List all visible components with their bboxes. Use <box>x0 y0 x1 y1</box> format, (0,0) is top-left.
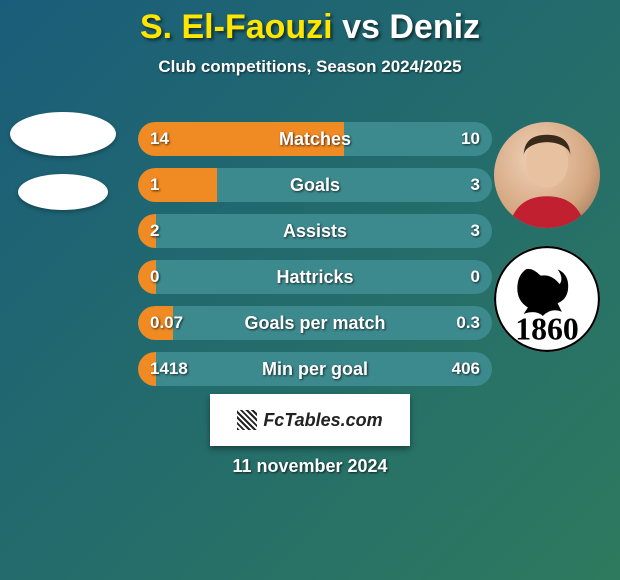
branding-text: FcTables.com <box>263 410 382 431</box>
stat-fill <box>138 306 173 340</box>
fctables-branding[interactable]: FcTables.com <box>210 394 410 446</box>
stat-fill <box>138 214 156 248</box>
stat-value-right: 0.3 <box>456 306 480 340</box>
stat-label: Goals per match <box>138 306 492 340</box>
left-badge-column <box>8 112 118 210</box>
stat-fill <box>138 352 156 386</box>
stat-fill <box>138 260 156 294</box>
title: S. El-Faouzi vs Deniz <box>0 8 620 47</box>
stat-label: Min per goal <box>138 352 492 386</box>
stat-row: 00Hattricks <box>138 260 492 294</box>
player2-club-badge: 1860 <box>494 246 600 352</box>
date-text: 11 november 2024 <box>0 456 620 477</box>
stat-label: Assists <box>138 214 492 248</box>
stat-value-right: 10 <box>461 122 480 156</box>
stat-row: 23Assists <box>138 214 492 248</box>
stat-row: 0.070.3Goals per match <box>138 306 492 340</box>
stat-value-right: 3 <box>471 214 480 248</box>
subtitle: Club competitions, Season 2024/2025 <box>0 57 620 77</box>
vs-text: vs <box>342 8 380 46</box>
lion-crest-icon: 1860 <box>494 246 600 352</box>
player2-avatar <box>494 122 600 228</box>
left-club-badge-1 <box>10 112 116 156</box>
stat-value-right: 3 <box>471 168 480 202</box>
player1-name: S. El-Faouzi <box>140 8 333 46</box>
right-badge-column: 1860 <box>492 122 602 352</box>
stat-fill <box>138 168 217 202</box>
stat-label: Hattricks <box>138 260 492 294</box>
stat-row: 1410Matches <box>138 122 492 156</box>
stat-row: 1418406Min per goal <box>138 352 492 386</box>
avatar-silhouette-icon <box>494 122 600 228</box>
player2-name: Deniz <box>389 8 480 46</box>
left-club-badge-2 <box>18 174 108 210</box>
stat-value-right: 0 <box>471 260 480 294</box>
comparison-card: S. El-Faouzi vs Deniz Club competitions,… <box>0 0 620 580</box>
stat-fill <box>138 122 344 156</box>
stats-bars: 1410Matches 13Goals 23Assists 00Hattricks 0.… <box>138 122 492 386</box>
stat-value-right: 406 <box>452 352 480 386</box>
svg-text:1860: 1860 <box>515 311 579 346</box>
stat-row: 13Goals <box>138 168 492 202</box>
